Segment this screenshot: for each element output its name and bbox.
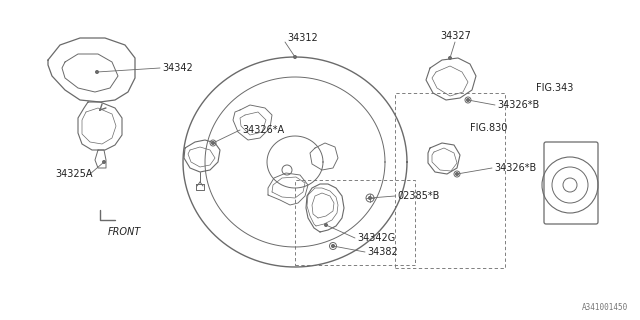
Text: FIG.830: FIG.830	[470, 123, 508, 133]
Circle shape	[332, 244, 335, 247]
Text: 34326*B: 34326*B	[497, 100, 540, 110]
Text: 34326*A: 34326*A	[242, 125, 284, 135]
Text: 34312: 34312	[287, 33, 317, 43]
Circle shape	[449, 57, 451, 60]
Text: 34382: 34382	[367, 247, 397, 257]
Circle shape	[324, 223, 328, 227]
Bar	[295, 180, 415, 265]
Text: 34342G: 34342G	[357, 233, 396, 243]
Circle shape	[211, 141, 214, 145]
Text: 34327: 34327	[440, 31, 471, 41]
Text: FRONT: FRONT	[108, 227, 141, 237]
Text: FIG.343: FIG.343	[536, 83, 573, 93]
Circle shape	[294, 55, 296, 59]
Text: 02385*B: 02385*B	[397, 191, 440, 201]
Circle shape	[369, 197, 371, 199]
Circle shape	[467, 99, 470, 101]
Circle shape	[95, 70, 99, 74]
Circle shape	[369, 196, 371, 199]
Text: 34342: 34342	[162, 63, 193, 73]
Bar	[395, 93, 505, 268]
Circle shape	[102, 161, 106, 164]
Text: 34326*B: 34326*B	[494, 163, 536, 173]
Text: 34325A: 34325A	[55, 169, 93, 179]
Text: A341001450: A341001450	[582, 303, 628, 312]
Circle shape	[332, 245, 334, 247]
Circle shape	[456, 172, 458, 175]
